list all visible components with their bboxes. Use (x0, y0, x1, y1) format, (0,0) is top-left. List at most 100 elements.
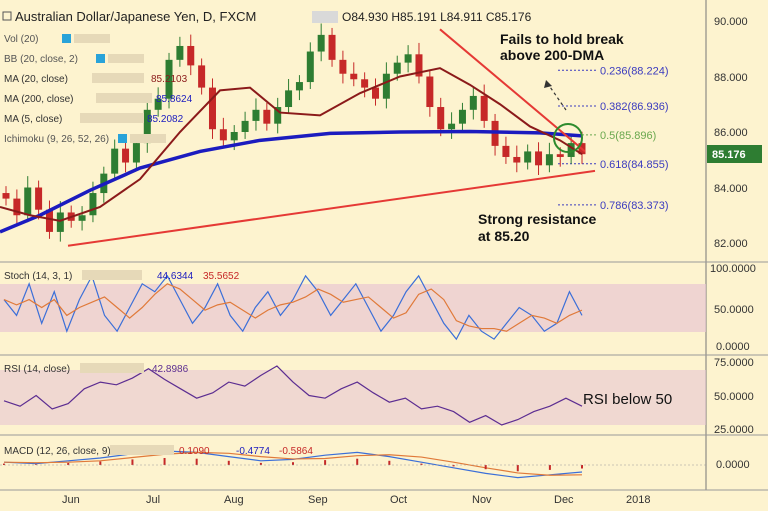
candle-body (89, 193, 97, 216)
candle-body (448, 123, 456, 130)
candle-body (404, 54, 412, 63)
legend-buttons[interactable] (110, 445, 174, 455)
ma20-line (0, 67, 583, 222)
ma20-value: 85.2103 (151, 74, 188, 85)
annotation-arrowhead (544, 80, 552, 88)
candle-body (426, 76, 434, 108)
candle-body (154, 98, 162, 110)
candle-body (437, 107, 445, 130)
candle-body (56, 212, 64, 232)
candle-body (382, 73, 390, 99)
annotation-resistance-line2: at 85.20 (478, 228, 530, 244)
break-circle (553, 123, 583, 153)
legend-buttons[interactable] (80, 363, 144, 373)
candle-body (295, 82, 303, 91)
fib-label: 0.5(85.896) (600, 130, 656, 142)
eye-icon[interactable] (118, 134, 127, 143)
legend-ichimoku: Ichimoku (9, 26, 52, 26) (4, 134, 109, 145)
candle-body (339, 59, 347, 74)
candle-body (165, 59, 173, 99)
candle-body (393, 62, 401, 74)
candle-body (306, 51, 314, 83)
annotation-rsi: RSI below 50 (583, 391, 672, 408)
candle-body (480, 95, 488, 121)
candle-body (198, 65, 206, 88)
stoch-panel (3, 274, 583, 341)
macd-tick: 0.0000 (716, 459, 750, 471)
legend-vol: Vol (20) (4, 34, 38, 45)
chart-title: Australian Dollar/Japanese Yen, D, FXCM (15, 9, 256, 24)
candle-body (361, 79, 369, 88)
candle-body (502, 145, 510, 157)
stoch-tick: 100.0000 (710, 263, 756, 275)
candle-body (45, 209, 53, 232)
candle-body (372, 87, 380, 99)
settings-icon[interactable] (312, 11, 338, 23)
annotation-resistance-line1: Strong resistance (478, 211, 596, 227)
legend-buttons[interactable] (92, 73, 144, 83)
candle-body (219, 129, 227, 141)
candle-body (350, 73, 358, 80)
legend-buttons[interactable] (96, 93, 152, 103)
macd-value-1: 0.1090 (179, 446, 210, 457)
legend-buttons[interactable] (82, 270, 142, 280)
candle-body (143, 109, 151, 144)
resistance-trendline (439, 28, 586, 153)
candle-body (241, 120, 249, 132)
candle-body (2, 193, 10, 199)
fib-label: 0.618(84.855) (600, 159, 669, 171)
rsi-band (0, 370, 706, 425)
stoch-k-value: 44.6344 (157, 271, 194, 282)
last-price-badge (707, 145, 762, 163)
legend-buttons[interactable] (74, 34, 110, 43)
ma200-line (0, 129, 583, 234)
eye-icon[interactable] (62, 34, 71, 43)
legend-stoch: Stoch (14, 3, 1) (4, 271, 72, 282)
macd-panel (0, 450, 706, 479)
candle-body (35, 187, 43, 210)
legend-buttons[interactable] (130, 134, 166, 143)
x-tick-label: Nov (472, 494, 492, 506)
legend-ma5: MA (5, close) (4, 114, 62, 125)
candle-body (545, 154, 553, 166)
price-tick: 90.000 (714, 16, 748, 28)
price-tick: 84.000 (714, 183, 748, 195)
candle-body (469, 95, 477, 110)
macd-value-3: -0.5864 (279, 446, 313, 457)
candle-body (415, 54, 423, 77)
x-tick-label: Jun (62, 494, 80, 506)
x-tick-label: Dec (554, 494, 574, 506)
x-tick-label: Sep (308, 494, 328, 506)
candle-body (524, 151, 532, 163)
candle-body (24, 187, 32, 216)
candle-body (208, 87, 216, 130)
candle-body (567, 143, 575, 157)
candle-body (263, 109, 271, 124)
legend-bb: BB (20, close, 2) (4, 54, 78, 65)
candle-body (230, 132, 238, 141)
eye-icon[interactable] (96, 54, 105, 63)
candle-body (187, 45, 195, 66)
support-trendline (67, 169, 596, 247)
candle-body (513, 156, 521, 163)
stoch-overbought-band (0, 284, 706, 332)
legend-macd: MACD (12, 26, close, 9) (4, 446, 111, 457)
macd-value-2: -0.4774 (236, 446, 270, 457)
candle-body (252, 109, 260, 121)
rsi-panel (3, 365, 583, 426)
last-price-label: 85.176 (712, 149, 746, 161)
candle-body (328, 34, 336, 60)
rsi-line (3, 365, 583, 426)
annotation-arrow (547, 83, 567, 111)
candle-body (122, 148, 130, 163)
candle-body (556, 154, 564, 157)
candle-body (274, 107, 282, 124)
legend-ma200: MA (200, close) (4, 94, 73, 105)
legend-rsi: RSI (14, close) (4, 364, 70, 375)
legend-buttons[interactable] (80, 113, 144, 123)
annotation-fails-line2: above 200-DMA (500, 47, 604, 63)
annotation-fails-line1: Fails to hold break (500, 31, 624, 47)
legend-buttons[interactable] (108, 54, 144, 63)
collapse-icon[interactable] (2, 11, 12, 21)
